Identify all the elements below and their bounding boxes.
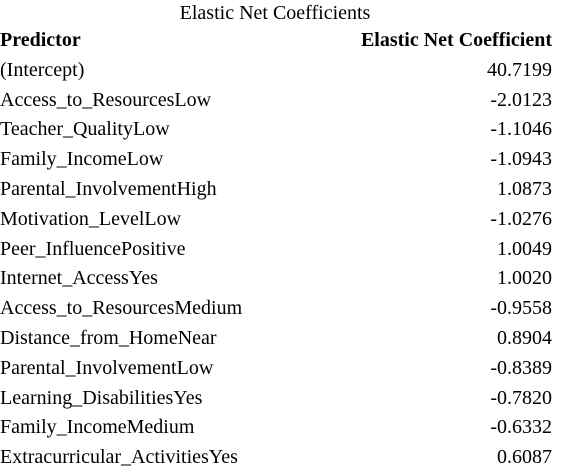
- predictor-cell: Parental_InvolvementHigh: [0, 177, 217, 200]
- predictor-cell: Teacher_QualityLow: [0, 118, 170, 141]
- predictor-cell: Distance_from_HomeNear: [0, 326, 217, 349]
- predictor-cell: Access_to_ResourcesMedium: [0, 297, 243, 320]
- coefficient-header: Elastic Net Coefficient: [360, 29, 552, 51]
- table-row: Parental_InvolvementLow -0.8389: [0, 354, 552, 384]
- predictor-cell: (Intercept): [0, 58, 85, 81]
- coefficient-cell: 1.0049: [497, 237, 552, 260]
- coefficient-cell: -1.1046: [490, 118, 552, 141]
- predictor-cell: Motivation_LevelLow: [0, 207, 182, 230]
- predictor-cell: Internet_AccessYes: [0, 267, 158, 290]
- coefficient-cell: -1.0943: [490, 148, 552, 171]
- predictor-cell: Learning_DisabilitiesYes: [0, 386, 203, 409]
- coefficient-cell: 0.6087: [497, 446, 552, 469]
- predictor-cell: Peer_InfluencePositive: [0, 237, 186, 260]
- table-caption: Elastic Net Coefficients: [179, 2, 371, 24]
- coefficient-cell: 40.7199: [487, 58, 552, 81]
- table-row: Parental_InvolvementHigh 1.0873: [0, 175, 552, 205]
- coefficient-cell: -1.0276: [490, 207, 552, 230]
- table-row: Distance_from_HomeNear 0.8904: [0, 324, 552, 354]
- predictor-cell: Family_IncomeMedium: [0, 416, 195, 439]
- table-row: Extracurricular_ActivitiesYes 0.6087: [0, 443, 552, 473]
- table-row: Peer_InfluencePositive 1.0049: [0, 235, 552, 265]
- coefficient-cell: -0.9558: [490, 297, 552, 320]
- table-row: Teacher_QualityLow -1.1046: [0, 115, 552, 145]
- coefficients-table: Predictor Elastic Net Coefficient (Inter…: [0, 26, 552, 473]
- coefficient-cell: 1.0020: [497, 267, 552, 290]
- table-row: Motivation_LevelLow -1.0276: [0, 205, 552, 235]
- predictor-cell: Extracurricular_ActivitiesYes: [0, 446, 238, 469]
- coefficient-cell: -2.0123: [490, 88, 552, 111]
- coefficient-cell: -0.8389: [490, 356, 552, 379]
- coefficient-cell: -0.7820: [490, 386, 552, 409]
- predictor-header: Predictor: [0, 29, 81, 51]
- table-row: Family_IncomeLow -1.0943: [0, 145, 552, 175]
- header-row: Predictor Elastic Net Coefficient: [0, 26, 552, 56]
- table-row: Learning_DisabilitiesYes -0.7820: [0, 384, 552, 414]
- table-row: Access_to_ResourcesMedium -0.9558: [0, 294, 552, 324]
- predictor-cell: Parental_InvolvementLow: [0, 356, 214, 379]
- predictor-cell: Access_to_ResourcesLow: [0, 88, 212, 111]
- coefficient-cell: 0.8904: [497, 326, 552, 349]
- table-row: Access_to_ResourcesLow -2.0123: [0, 86, 552, 116]
- predictor-cell: Family_IncomeLow: [0, 148, 164, 171]
- table-row: Internet_AccessYes 1.0020: [0, 264, 552, 294]
- coefficient-cell: 1.0873: [497, 177, 552, 200]
- table-row: (Intercept) 40.7199: [0, 56, 552, 86]
- table-row: Family_IncomeMedium -0.6332: [0, 413, 552, 443]
- coefficient-cell: -0.6332: [490, 416, 552, 439]
